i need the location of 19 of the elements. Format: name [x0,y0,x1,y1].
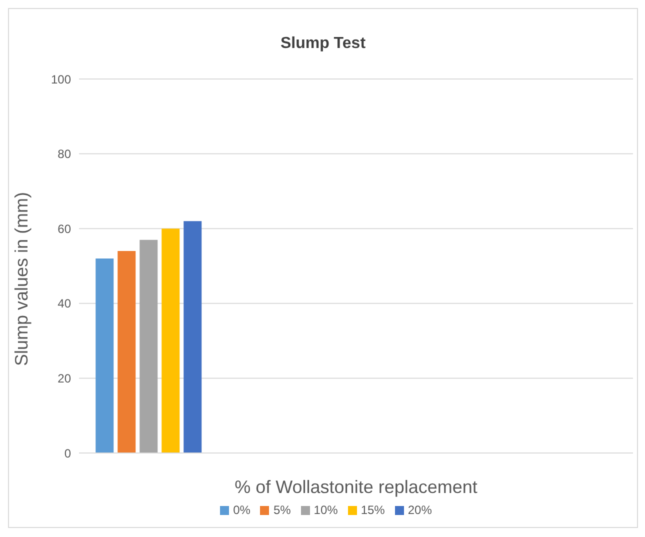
legend-label: 5% [273,503,291,517]
bar [184,221,202,453]
y-tick-label: 20 [58,371,72,386]
y-axis-title: Slump values in (mm) [11,192,32,366]
y-tick-label: 0 [64,446,72,460]
bar [118,251,136,453]
y-tick-label: 40 [58,296,72,311]
legend-label: 0% [233,503,250,517]
legend-label: 15% [360,503,385,517]
chart-title: Slump Test [279,35,367,53]
bar [162,228,180,453]
legend-label: 10% [314,503,338,517]
y-tick-label: 100 [50,72,72,86]
y-tick-label: 80 [58,147,72,162]
bar [96,258,114,453]
legend-label: 20% [408,503,432,517]
bar [140,240,158,453]
y-tick-label: 60 [58,222,72,236]
x-axis-title: % of Wollastonite replacement [234,477,478,497]
